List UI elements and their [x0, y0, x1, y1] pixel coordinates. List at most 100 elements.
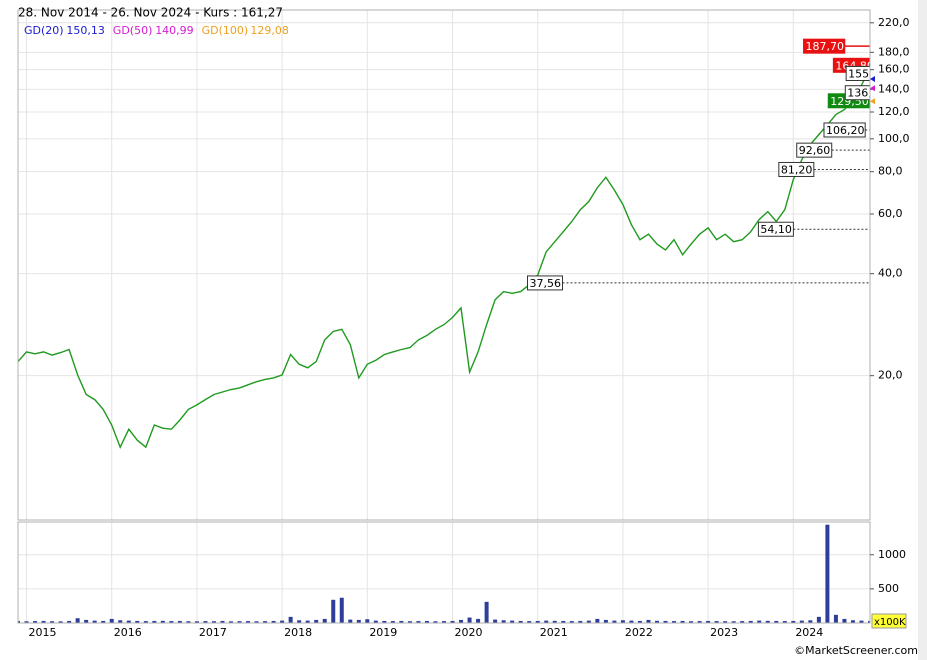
y-tick-label: 60,0: [878, 207, 903, 220]
volume-bar: [84, 619, 89, 623]
volume-bar: [75, 618, 80, 623]
y-tick-label: 100,0: [878, 132, 910, 145]
chart-title: 28. Nov 2014 - 26. Nov 2024 - Kurs : 161…: [18, 6, 283, 20]
level-label: 92,60: [799, 144, 831, 157]
volume-bar: [808, 620, 813, 623]
volume-bar: [50, 621, 55, 623]
volume-bar: [689, 621, 694, 623]
volume-bar: [595, 618, 600, 623]
volume-bar: [450, 620, 455, 623]
volume-bar: [842, 618, 847, 623]
side-strip: [918, 0, 927, 660]
volume-bar: [484, 601, 489, 623]
volume-bar: [237, 621, 242, 623]
volume-bar: [629, 620, 634, 623]
volume-bar: [850, 620, 855, 623]
volume-bar: [765, 620, 770, 623]
pane-frame: [17, 9, 871, 521]
volume-bar: [101, 620, 106, 623]
volume-bar: [433, 621, 438, 623]
volume-bar: [280, 620, 285, 623]
x-tick-label: 2017: [199, 626, 227, 639]
volume-bar: [407, 621, 412, 623]
volume-bar: [663, 620, 668, 623]
y-tick-label: 160,0: [878, 63, 910, 76]
level-box: [823, 122, 866, 138]
level-box: [526, 275, 563, 291]
volume-bar: [586, 620, 591, 623]
volume-bar: [390, 621, 395, 623]
volume-bar: [603, 619, 608, 623]
volume-bar: [246, 621, 251, 623]
volume-bar: [637, 620, 642, 623]
volume-bar: [501, 620, 506, 623]
volume-bar: [868, 620, 870, 623]
volume-bar: [24, 621, 29, 623]
volume-bar: [646, 619, 651, 623]
ma-marker: [870, 76, 875, 83]
volume-bar: [143, 621, 148, 623]
grid-layer: [18, 10, 870, 623]
volume-bar: [740, 621, 745, 623]
unit-box: [871, 613, 907, 629]
y-tick-label: 80,0: [878, 165, 903, 178]
volume-bar: [493, 619, 498, 623]
volume-bar: [561, 620, 566, 623]
volume-bar: [297, 620, 302, 623]
volume-bar: [774, 620, 779, 623]
level-box: [844, 85, 870, 101]
volume-bar: [169, 621, 174, 623]
level-label: 54,10: [760, 223, 792, 236]
legend-name: GD(20): [24, 24, 64, 37]
marks-layer: 37,5654,1081,2092,60106,20187,70164,8012…: [18, 38, 887, 623]
level-label: 136,80: [847, 87, 886, 100]
volume-bar: [288, 616, 293, 623]
legend-name: GD(100): [202, 24, 249, 37]
volume-bar: [118, 620, 123, 623]
x-tick-label: 2016: [114, 626, 142, 639]
volume-bar: [791, 620, 796, 623]
volume-bar: [152, 620, 157, 623]
volume-bar: [731, 621, 736, 623]
y-tick-label: 120,0: [878, 105, 910, 118]
volume-bar: [510, 620, 515, 623]
volume-bar: [211, 621, 216, 623]
legend-value: 150,13: [66, 24, 105, 37]
x-tick-label: 2024: [795, 626, 823, 639]
volume-bar: [706, 620, 711, 623]
legend-value: 129,08: [250, 24, 289, 37]
volume-bar: [331, 599, 336, 623]
level-label: 187,70: [806, 40, 845, 53]
volume-bar: [305, 620, 310, 623]
y-tick-label: 180,0: [878, 45, 910, 58]
volume-bar: [322, 618, 327, 623]
level-box: [757, 221, 794, 237]
volume-bar: [416, 621, 421, 623]
volume-bar: [109, 618, 114, 623]
level-box: [845, 65, 870, 81]
volume-bar: [697, 621, 702, 623]
volume-bar: [203, 621, 208, 623]
volume-bar: [382, 620, 387, 623]
volume-bar: [833, 614, 838, 623]
volume-bar: [67, 620, 72, 623]
x-tick-label: 2020: [455, 626, 483, 639]
volume-bar: [859, 620, 864, 623]
volume-bar: [442, 621, 446, 623]
volume-bar: [680, 620, 685, 623]
volume-bar: [254, 621, 259, 623]
volume-bar: [757, 620, 762, 623]
y-tick-label: 140,0: [878, 82, 910, 95]
axes-layer: 20,0 40,0 60,0 80,0 100,0 120,0 140,0 160,0 180,…: [17, 9, 910, 639]
level-label: 37,56: [529, 277, 561, 290]
legend-value: 140,99: [155, 24, 194, 37]
volume-bar: [620, 620, 625, 623]
unit-label: x100K: [874, 617, 906, 628]
level-label: 155,90: [848, 67, 887, 80]
source: ©MarketScreener.com: [794, 644, 918, 657]
volume-bar: [220, 620, 225, 623]
volume-bar: [467, 617, 472, 623]
level-label: 81,20: [781, 163, 813, 176]
ma-marker: [870, 85, 875, 92]
